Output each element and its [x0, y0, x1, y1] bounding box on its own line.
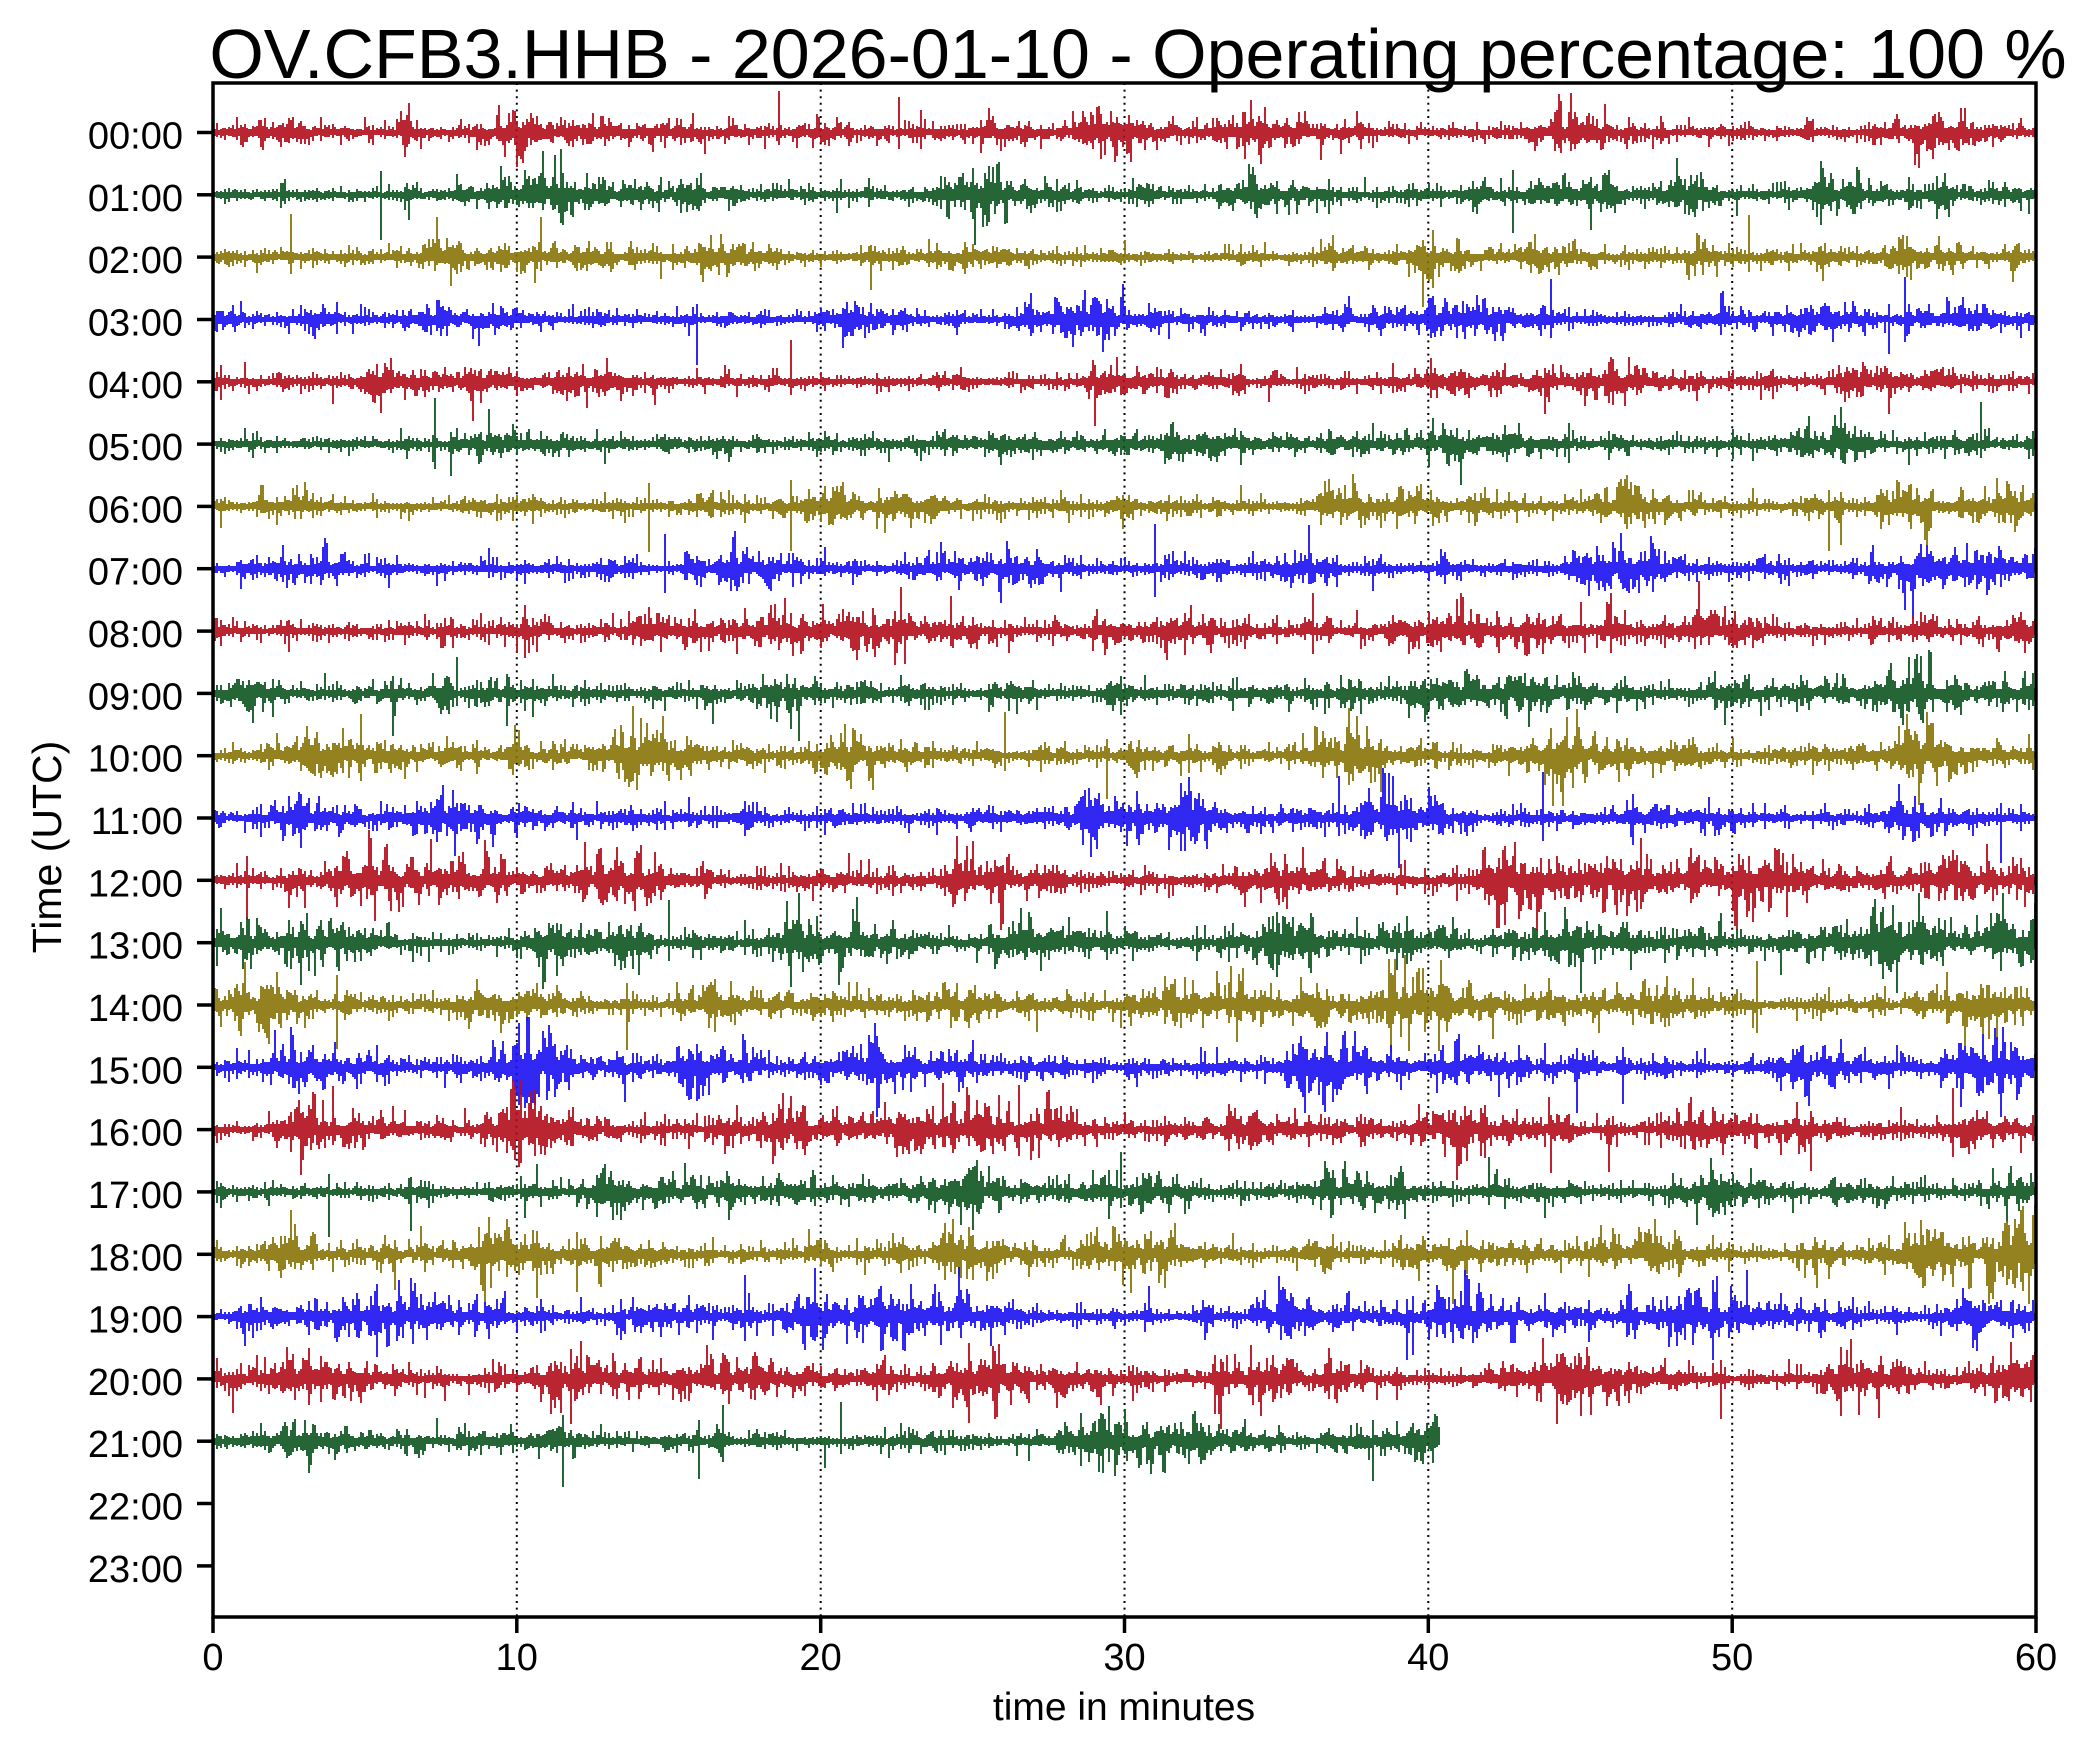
svg-text:05:00: 05:00	[88, 427, 183, 469]
svg-text:04:00: 04:00	[88, 365, 183, 407]
svg-text:02:00: 02:00	[88, 240, 183, 282]
svg-text:10: 10	[496, 1637, 538, 1679]
svg-text:16:00: 16:00	[88, 1113, 183, 1155]
svg-text:Time (UTC): Time (UTC)	[24, 741, 70, 954]
svg-text:40: 40	[1407, 1637, 1449, 1679]
svg-text:OV.CFB3.HHB - 2026-01-10 - Ope: OV.CFB3.HHB - 2026-01-10 - Operating per…	[209, 15, 2066, 93]
svg-text:09:00: 09:00	[88, 676, 183, 718]
svg-text:17:00: 17:00	[88, 1175, 183, 1217]
svg-text:time in minutes: time in minutes	[993, 1686, 1255, 1729]
svg-text:30: 30	[1103, 1637, 1145, 1679]
svg-text:20:00: 20:00	[88, 1362, 183, 1404]
svg-text:0: 0	[202, 1637, 223, 1679]
svg-text:19:00: 19:00	[88, 1300, 183, 1342]
svg-text:07:00: 07:00	[88, 552, 183, 594]
svg-text:13:00: 13:00	[88, 926, 183, 968]
svg-text:22:00: 22:00	[88, 1487, 183, 1529]
svg-text:12:00: 12:00	[88, 863, 183, 905]
svg-text:08:00: 08:00	[88, 614, 183, 656]
svg-text:20: 20	[800, 1637, 842, 1679]
svg-text:11:00: 11:00	[91, 801, 183, 843]
svg-text:00:00: 00:00	[88, 116, 183, 158]
svg-text:15:00: 15:00	[88, 1050, 183, 1092]
svg-text:14:00: 14:00	[88, 988, 183, 1030]
svg-text:50: 50	[1711, 1637, 1753, 1679]
svg-text:10:00: 10:00	[88, 739, 183, 781]
svg-text:23:00: 23:00	[88, 1549, 183, 1591]
svg-text:18:00: 18:00	[88, 1237, 183, 1279]
svg-text:60: 60	[2015, 1637, 2057, 1679]
svg-text:21:00: 21:00	[88, 1424, 183, 1466]
svg-text:03:00: 03:00	[88, 303, 183, 345]
svg-text:06:00: 06:00	[88, 489, 183, 531]
svg-text:01:00: 01:00	[88, 178, 183, 220]
